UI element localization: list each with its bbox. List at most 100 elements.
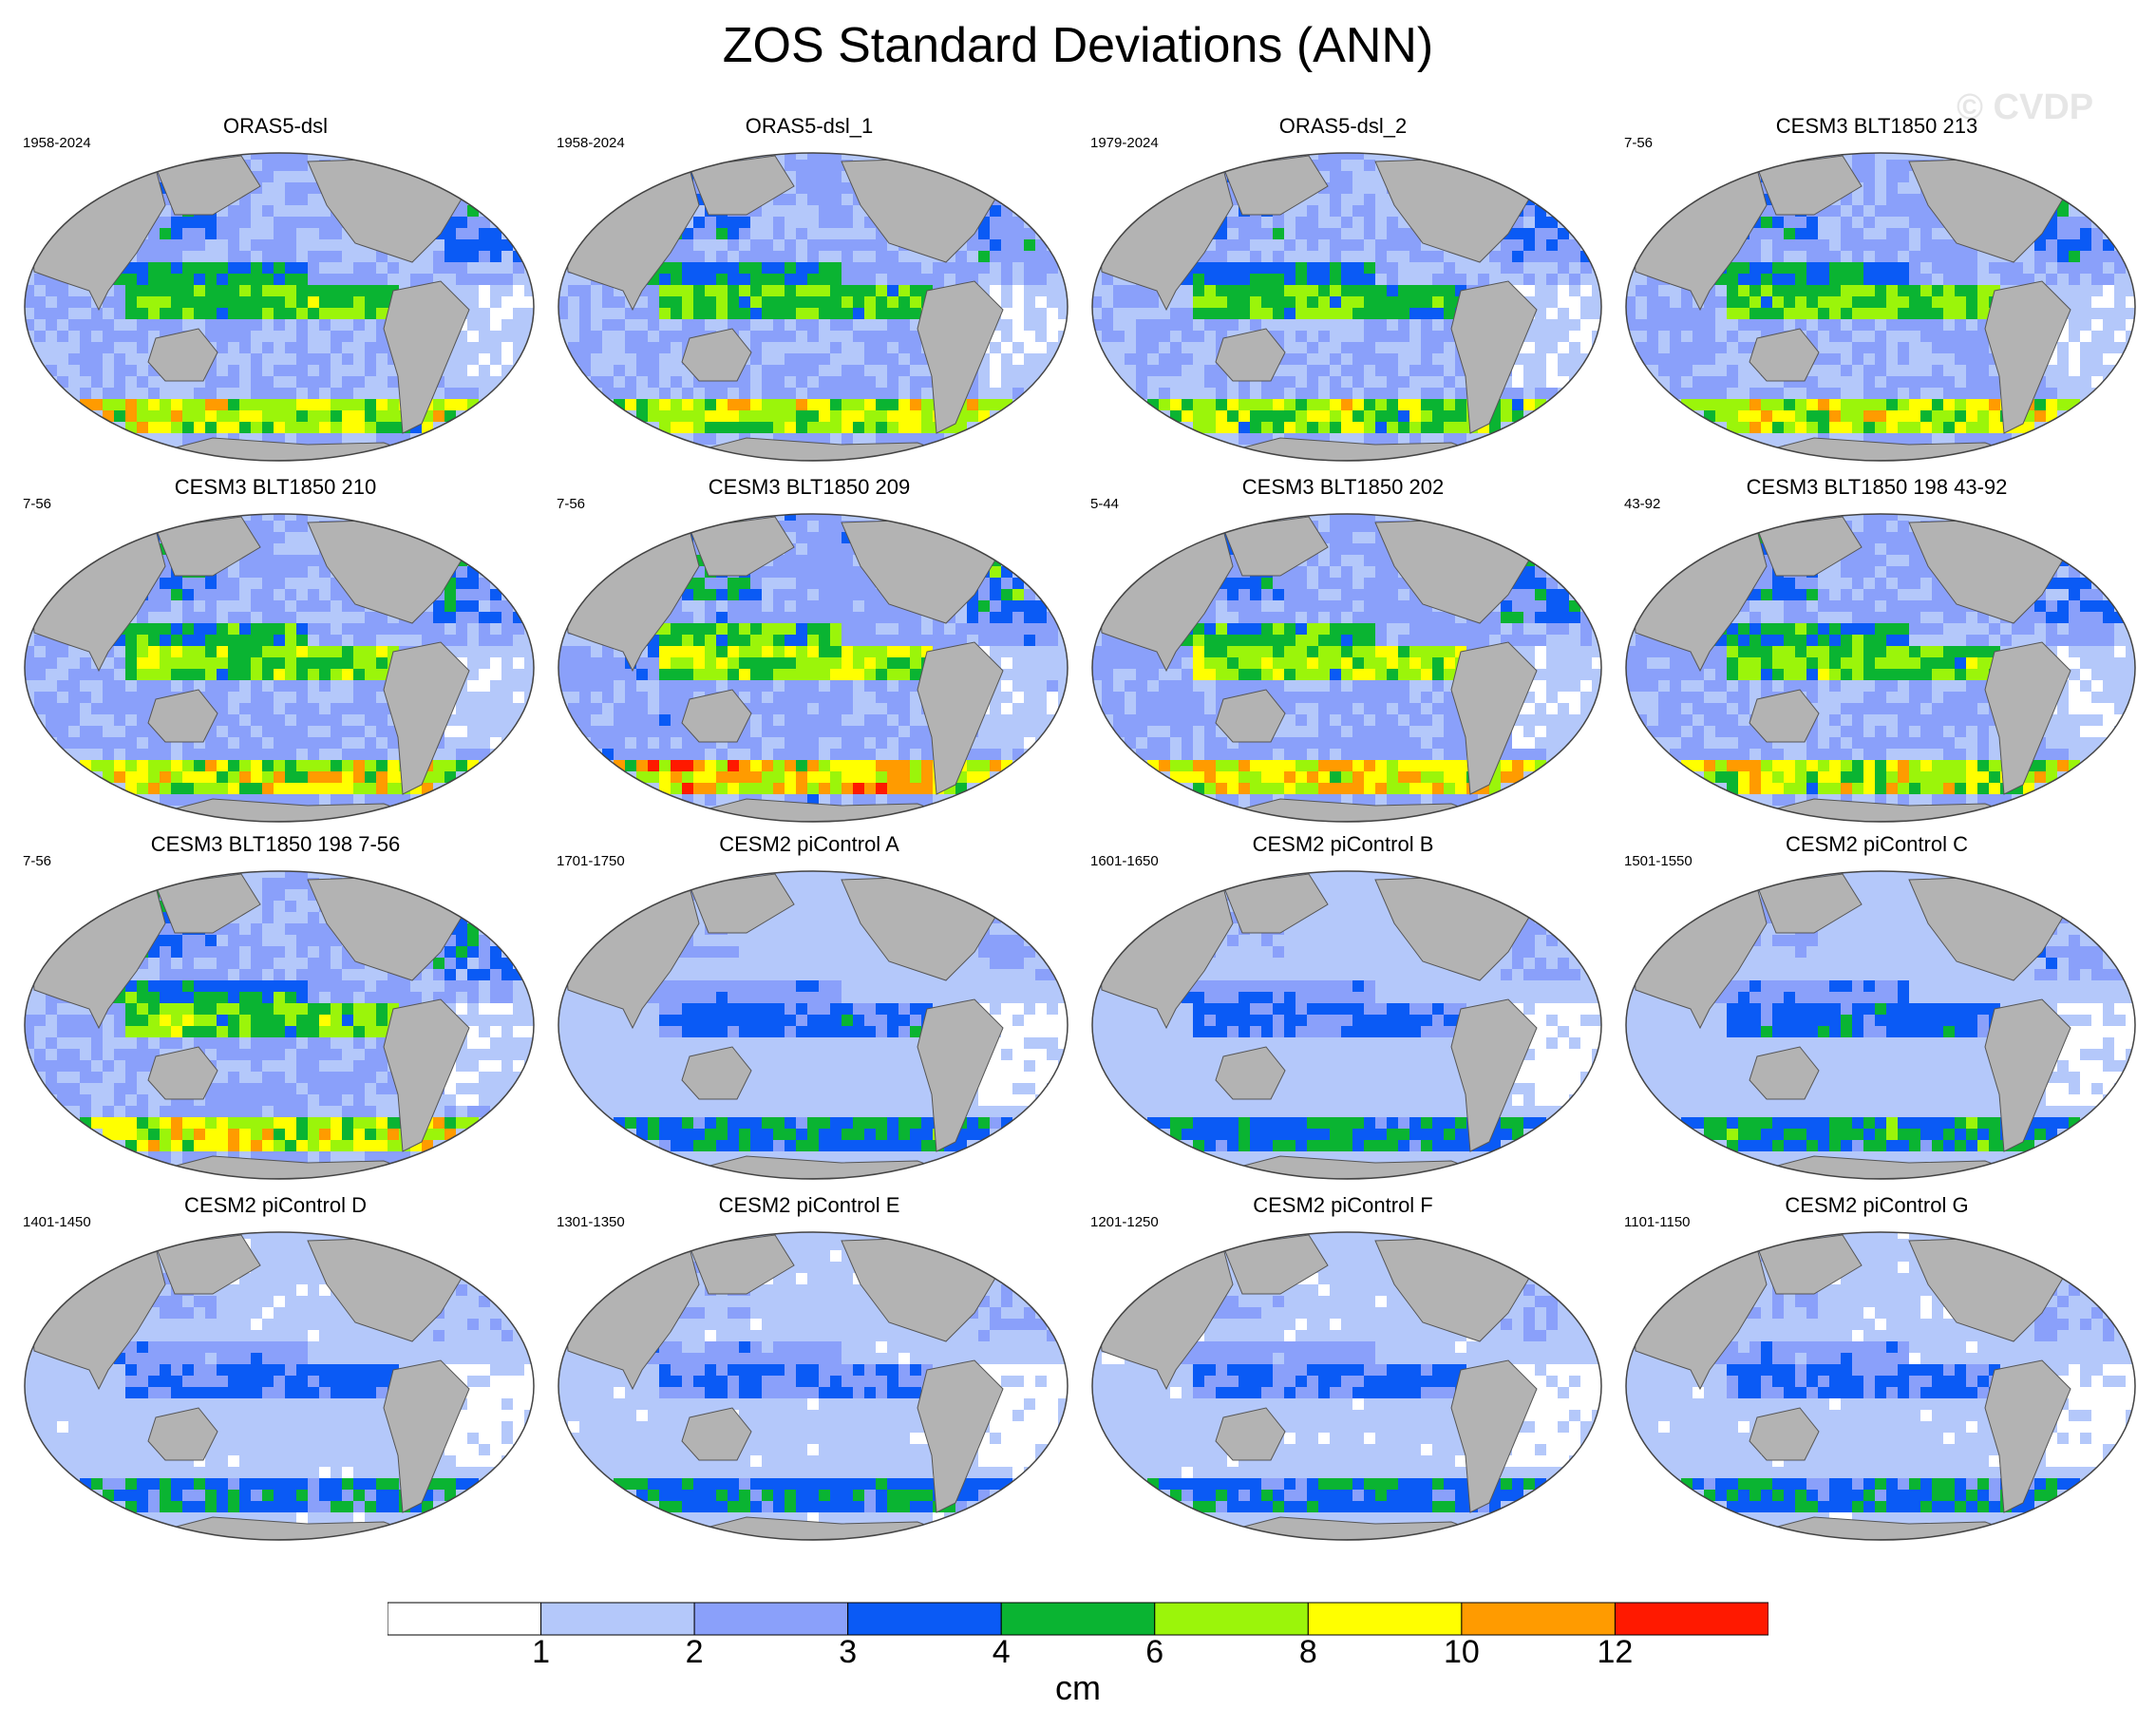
field-cell	[1159, 692, 1170, 703]
field-cell	[762, 274, 773, 285]
field-cell	[1295, 646, 1307, 657]
field-cell	[456, 760, 467, 771]
field-cell	[1364, 410, 1375, 422]
field-cell	[137, 680, 148, 692]
field-cell	[1239, 612, 1250, 623]
field-cell	[456, 388, 467, 399]
field-cell	[1387, 783, 1398, 794]
field-cell	[1193, 703, 1204, 714]
field-cell	[785, 399, 796, 410]
field-cell	[796, 422, 807, 433]
field-cell	[1932, 376, 1943, 388]
field-cell	[955, 274, 967, 285]
field-cell	[1330, 353, 1341, 365]
field-cell	[716, 422, 728, 433]
field-cell	[125, 760, 137, 771]
panel-period: 1958-2024	[23, 135, 91, 151]
field-cell	[319, 274, 331, 285]
field-cell	[591, 342, 602, 353]
field-cell	[137, 657, 148, 669]
field-cell	[467, 228, 479, 239]
field-cell	[1330, 646, 1341, 657]
field-cell	[1295, 331, 1307, 342]
field-cell	[285, 296, 296, 308]
field-cell	[1284, 410, 1295, 422]
field-cell	[1761, 308, 1772, 319]
field-cell	[388, 783, 399, 794]
field-cell	[1035, 251, 1047, 262]
field-cell	[182, 274, 194, 285]
field-cell	[182, 600, 194, 612]
field-cell	[1364, 771, 1375, 783]
watermark: © CVDP	[1957, 87, 2094, 127]
field-cell	[1159, 399, 1170, 410]
field-cell	[1943, 274, 1955, 285]
field-cell	[262, 714, 274, 726]
field-cell	[2023, 274, 2034, 285]
field-cell	[1204, 319, 1216, 331]
field-cell	[1364, 623, 1375, 635]
field-cell	[1784, 262, 1795, 274]
field-cell	[46, 646, 57, 657]
field-cell	[1398, 726, 1409, 737]
field-cell	[876, 433, 887, 445]
landmass	[689, 155, 795, 216]
field-cell	[1261, 410, 1273, 422]
field-cell	[1444, 635, 1455, 646]
field-cell	[1113, 657, 1125, 669]
field-cell	[456, 251, 467, 262]
field-cell	[796, 669, 807, 680]
field-cell	[1432, 285, 1444, 296]
field-cell	[1898, 342, 1909, 353]
field-cell	[1170, 760, 1182, 771]
field-cell	[807, 171, 819, 182]
field-cell	[1432, 794, 1444, 806]
field-cell	[830, 635, 842, 646]
field-cell	[1341, 543, 1352, 555]
field-cell	[296, 433, 308, 445]
field-cell	[182, 589, 194, 600]
field-cell	[1364, 600, 1375, 612]
field-cell	[467, 589, 479, 600]
field-cell	[1387, 692, 1398, 703]
field-cell	[1535, 578, 1546, 589]
field-cell	[819, 296, 830, 308]
field-cell	[1841, 331, 1852, 342]
field-cell	[1932, 319, 1943, 331]
field-cell	[819, 657, 830, 669]
field-cell	[1387, 331, 1398, 342]
field-cell	[1159, 737, 1170, 749]
field-cell	[1125, 680, 1136, 692]
field-cell	[2091, 228, 2103, 239]
field-cell	[1387, 262, 1398, 274]
field-cell	[1204, 308, 1216, 319]
field-cell	[125, 296, 137, 308]
field-cell	[274, 217, 285, 228]
field-cell	[830, 217, 842, 228]
field-cell	[1035, 262, 1047, 274]
field-cell	[568, 657, 579, 669]
field-cell	[80, 365, 91, 376]
field-cell	[1966, 262, 1977, 274]
field-cell	[274, 410, 285, 422]
field-cell	[1024, 612, 1035, 623]
field-cell	[285, 749, 296, 760]
field-cell	[1250, 319, 1261, 331]
field-cell	[1943, 376, 1955, 388]
field-cell	[1398, 376, 1409, 388]
field-cell	[137, 285, 148, 296]
field-cell	[1375, 296, 1387, 308]
field-cell	[274, 680, 285, 692]
field-cell	[579, 353, 591, 365]
field-cell	[1375, 353, 1387, 365]
field-cell	[1204, 251, 1216, 262]
field-cell	[353, 783, 365, 794]
field-cell	[1250, 422, 1261, 433]
field-cell	[479, 239, 490, 251]
field-cell	[1875, 239, 1886, 251]
field-cell	[1421, 669, 1432, 680]
field-cell	[194, 274, 205, 285]
field-cell	[376, 296, 388, 308]
field-cell	[1295, 692, 1307, 703]
field-cell	[68, 296, 80, 308]
